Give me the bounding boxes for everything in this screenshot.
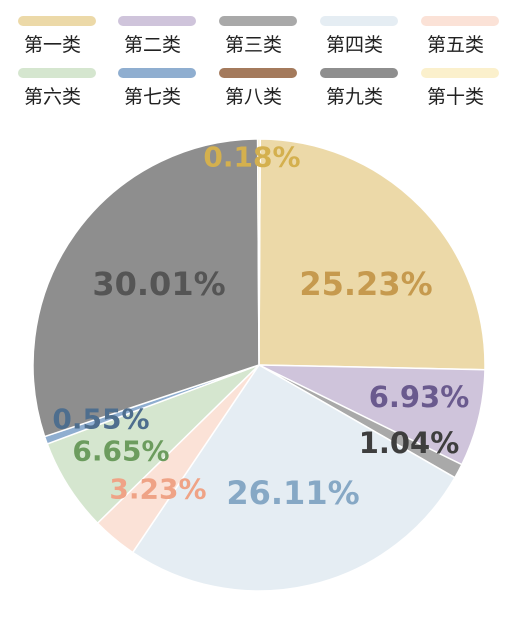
data-label: 6.93% <box>369 380 470 414</box>
data-label: 0.18% <box>203 141 300 174</box>
legend-label: 第九类 <box>326 86 384 108</box>
legend-label: 第十类 <box>427 86 485 108</box>
legend-swatch <box>320 16 398 26</box>
legend-label: 第四类 <box>326 34 384 56</box>
data-label: 0.55% <box>52 403 149 436</box>
legend-item: 第二类 <box>100 2 196 56</box>
legend-item: 第五类 <box>403 2 499 56</box>
legend-swatch <box>219 68 297 78</box>
data-label: 30.01% <box>92 265 225 303</box>
pie-slices <box>32 138 486 592</box>
legend-label: 第六类 <box>24 86 82 108</box>
data-label: 25.23% <box>299 265 432 303</box>
legend-swatch <box>118 68 196 78</box>
data-label: 1.04% <box>359 426 460 460</box>
legend-item: 第十类 <box>403 54 499 108</box>
legend-item: 第八类 <box>201 54 297 108</box>
pie-data-labels: 25.23% 6.93% 1.04%26.11% 3.23% 6.65%0.55% 30.… <box>52 141 469 513</box>
pie-slice <box>32 138 260 438</box>
legend-swatch <box>18 16 96 26</box>
legend-label: 第三类 <box>225 34 283 56</box>
legend-item: 第九类 <box>302 54 398 108</box>
legend-swatch <box>421 68 499 78</box>
legend-label: 第二类 <box>124 34 182 56</box>
legend-swatch <box>320 68 398 78</box>
legend-swatch <box>421 16 499 26</box>
pie-slice <box>258 138 486 371</box>
legend: 第一类 第二类 第三类 第四类 第五类第六类 第七类 第八类 第九类 第十类 <box>0 0 518 120</box>
legend-label: 第八类 <box>225 86 283 108</box>
pie-slice <box>131 364 456 592</box>
data-label: 6.65% <box>72 435 169 468</box>
data-label: 26.11% <box>226 474 359 512</box>
legend-item: 第三类 <box>201 2 297 56</box>
legend-item: 第六类 <box>0 54 96 108</box>
legend-swatch <box>18 68 96 78</box>
pie-slice <box>256 138 261 366</box>
legend-item: 第一类 <box>0 2 96 56</box>
legend-label: 第七类 <box>124 86 182 108</box>
data-label: 3.23% <box>109 473 206 506</box>
legend-swatch <box>219 16 297 26</box>
legend-label: 第五类 <box>427 34 485 56</box>
legend-swatch <box>118 16 196 26</box>
legend-item: 第四类 <box>302 2 398 56</box>
legend-label: 第一类 <box>24 34 82 56</box>
legend-item: 第七类 <box>100 54 196 108</box>
